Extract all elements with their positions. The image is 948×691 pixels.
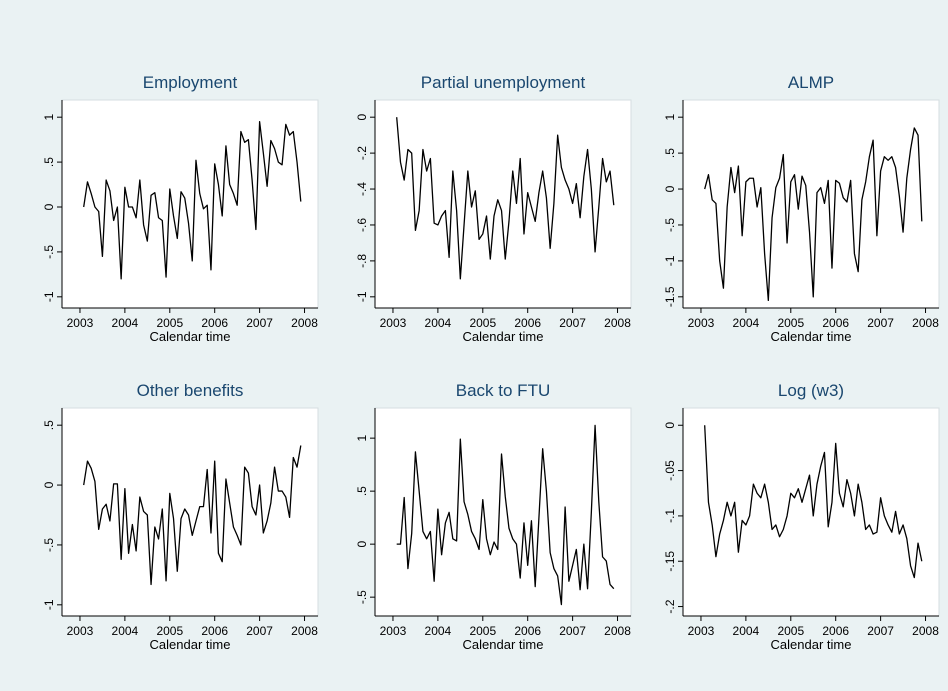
y-tick-label: -.5: [42, 245, 56, 259]
x-tick-label: 2007: [559, 316, 586, 330]
x-tick-label: 2007: [559, 624, 586, 638]
y-tick-label: -1: [42, 291, 56, 302]
x-tick-label: 2006: [822, 316, 849, 330]
y-tick-label: -.15: [663, 551, 677, 572]
panel-title: Partial unemployment: [421, 73, 586, 92]
plot-area: [61, 407, 319, 617]
y-tick-label: -1: [663, 255, 677, 266]
x-tick-label: 2008: [291, 624, 318, 638]
x-tick-label: 2008: [912, 316, 939, 330]
x-axis-label: Calendar time: [771, 329, 852, 344]
x-tick-label: 2005: [469, 624, 496, 638]
x-tick-label: 2006: [514, 624, 541, 638]
data-line: [83, 445, 302, 586]
x-tick-label: 2006: [822, 624, 849, 638]
data-line: [704, 127, 923, 302]
y-tick-label: 0: [663, 185, 677, 192]
y-tick-label: -.2: [663, 599, 677, 613]
y-tick-label: 0: [663, 422, 677, 429]
x-tick-label: 2003: [688, 624, 715, 638]
y-tick-label: 1: [42, 114, 56, 121]
panel-title: Other benefits: [137, 381, 244, 400]
y-tick-label: 1: [355, 434, 369, 441]
x-tick-label: 2004: [112, 624, 139, 638]
x-tick-label: 2006: [201, 624, 228, 638]
y-tick-label: .5: [663, 148, 677, 158]
y-tick-label: -.4: [355, 182, 369, 196]
x-tick-label: 2007: [246, 624, 273, 638]
x-tick-label: 2006: [201, 316, 228, 330]
x-tick-label: 2003: [67, 624, 94, 638]
y-tick-label: -.5: [355, 590, 369, 604]
data-line: [83, 121, 302, 280]
y-tick-label: -.5: [663, 218, 677, 232]
panel-title: Back to FTU: [456, 381, 550, 400]
x-tick-label: 2005: [156, 316, 183, 330]
x-tick-label: 2008: [604, 316, 631, 330]
x-tick-label: 2005: [156, 624, 183, 638]
plot-area: [374, 99, 632, 309]
x-tick-label: 2004: [733, 624, 760, 638]
x-tick-label: 2005: [469, 316, 496, 330]
x-tick-label: 2007: [867, 316, 894, 330]
x-axis-label: Calendar time: [150, 329, 231, 344]
x-axis-label: Calendar time: [463, 637, 544, 652]
y-tick-label: -1: [355, 291, 369, 302]
y-tick-label: 0: [355, 540, 369, 547]
x-axis-label: Calendar time: [463, 329, 544, 344]
x-tick-label: 2003: [688, 316, 715, 330]
y-tick-label: 0: [42, 203, 56, 210]
x-axis-label: Calendar time: [771, 637, 852, 652]
plot-area: [61, 99, 319, 309]
y-tick-label: 1: [663, 114, 677, 121]
y-tick-label: 0: [42, 481, 56, 488]
x-tick-label: 2004: [112, 316, 139, 330]
y-tick-label: -.6: [355, 218, 369, 232]
x-tick-label: 2008: [604, 624, 631, 638]
x-tick-label: 2003: [67, 316, 94, 330]
panel-title: ALMP: [788, 73, 834, 92]
x-tick-label: 2003: [380, 624, 407, 638]
y-tick-label: -.5: [42, 538, 56, 552]
x-tick-label: 2006: [514, 316, 541, 330]
y-tick-label: -1.5: [663, 286, 677, 307]
data-line: [396, 117, 615, 280]
x-tick-label: 2003: [380, 316, 407, 330]
x-tick-label: 2007: [246, 316, 273, 330]
y-tick-label: -.1: [663, 509, 677, 523]
panel-title: Employment: [143, 73, 238, 92]
y-tick-label: .5: [42, 157, 56, 167]
y-tick-label: -.05: [663, 460, 677, 481]
y-tick-label: .5: [42, 420, 56, 430]
x-axis-label: Calendar time: [150, 637, 231, 652]
x-tick-label: 2004: [425, 316, 452, 330]
plot-area: [682, 99, 940, 309]
x-tick-label: 2004: [733, 316, 760, 330]
data-line: [704, 425, 923, 579]
x-tick-label: 2004: [425, 624, 452, 638]
x-tick-label: 2005: [777, 624, 804, 638]
plot-area: [374, 407, 632, 617]
plot-area: [682, 407, 940, 617]
y-tick-label: -.2: [355, 146, 369, 160]
x-tick-label: 2007: [867, 624, 894, 638]
x-tick-label: 2008: [291, 316, 318, 330]
data-line: [396, 424, 615, 606]
panel-title: Log (w3): [778, 381, 844, 400]
y-tick-label: -1: [42, 599, 56, 610]
y-tick-label: .5: [355, 486, 369, 496]
y-tick-label: 0: [355, 114, 369, 121]
y-tick-label: -.8: [355, 254, 369, 268]
x-tick-label: 2005: [777, 316, 804, 330]
x-tick-label: 2008: [912, 624, 939, 638]
